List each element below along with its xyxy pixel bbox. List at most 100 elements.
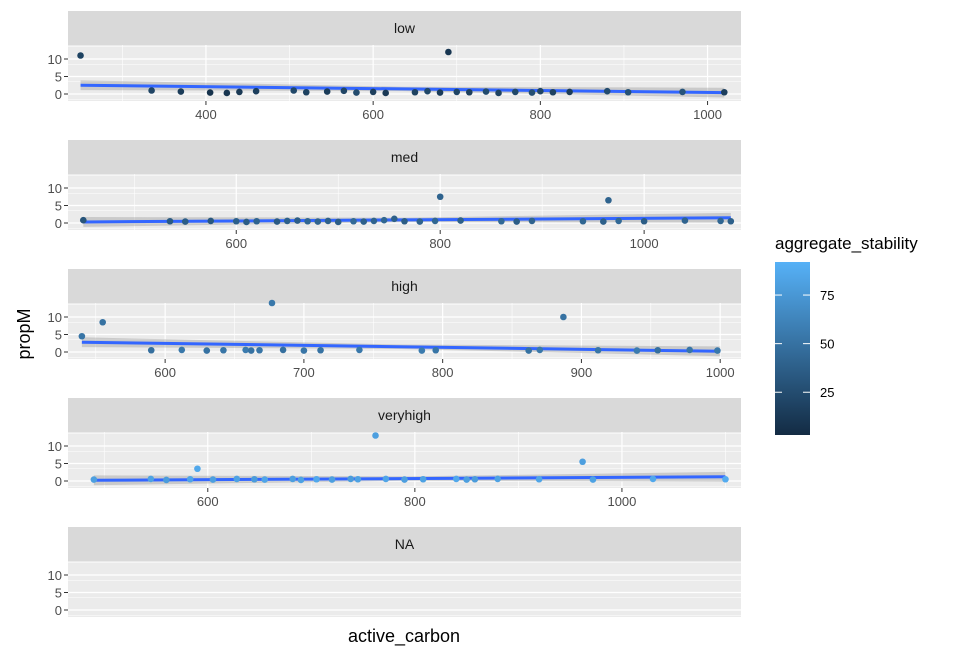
data-point xyxy=(528,89,536,96)
data-point xyxy=(181,218,189,225)
y-tick-label: 0 xyxy=(55,474,62,489)
data-point xyxy=(452,475,460,483)
x-tick-label: 800 xyxy=(404,494,426,509)
x-tick-label: 700 xyxy=(293,365,315,380)
data-point xyxy=(99,318,106,326)
gridlines xyxy=(68,303,741,359)
data-point xyxy=(356,346,363,354)
data-point xyxy=(283,217,291,225)
y-tick-label: 10 xyxy=(48,568,62,583)
legend-tick-label: 25 xyxy=(820,385,834,400)
y-tick-label: 0 xyxy=(55,345,62,360)
data-point xyxy=(340,87,348,95)
x-tick-label: 1000 xyxy=(607,494,636,509)
data-point xyxy=(579,458,586,466)
data-point xyxy=(268,299,276,307)
data-point xyxy=(302,88,310,96)
data-point xyxy=(382,475,390,483)
smooth-trend-line xyxy=(93,475,726,482)
data-point xyxy=(391,215,398,223)
x-tick-label: 600 xyxy=(225,236,247,251)
data-point xyxy=(679,88,686,96)
data-point xyxy=(615,217,622,225)
data-point xyxy=(600,218,607,225)
data-point xyxy=(236,88,243,96)
y-tick-label: 0 xyxy=(55,87,62,102)
facet-strip xyxy=(68,11,741,45)
data-point xyxy=(147,346,155,354)
data-point xyxy=(328,476,336,483)
data-point xyxy=(727,217,735,225)
y-tick-label: 0 xyxy=(55,216,62,231)
data-point xyxy=(294,217,301,224)
data-point xyxy=(511,88,519,96)
data-point xyxy=(256,346,263,354)
data-point xyxy=(494,475,501,483)
data-point xyxy=(686,346,693,354)
data-point xyxy=(463,476,470,483)
data-point xyxy=(194,465,201,473)
data-point xyxy=(372,432,379,439)
data-point xyxy=(178,346,186,354)
data-point xyxy=(411,88,419,96)
data-point xyxy=(560,313,567,321)
x-axis-title: active_carbon xyxy=(348,626,460,647)
data-point xyxy=(186,475,194,483)
data-point xyxy=(261,476,269,483)
data-point xyxy=(290,87,298,94)
facet-panel-low: low 0 5 10 400 600 800 1000 xyxy=(48,11,741,122)
data-point xyxy=(382,89,389,97)
data-point xyxy=(369,88,377,96)
data-point xyxy=(370,217,378,225)
smooth-trend-line xyxy=(81,340,721,353)
data-point xyxy=(566,88,573,96)
data-point xyxy=(252,87,260,95)
data-points xyxy=(78,299,721,354)
x-tick-label: 600 xyxy=(154,365,176,380)
data-point xyxy=(279,346,287,354)
data-point xyxy=(79,216,87,224)
data-point xyxy=(431,217,439,225)
facet-strip-label: NA xyxy=(395,536,415,552)
data-points xyxy=(77,48,728,97)
x-tick-label: 600 xyxy=(197,494,219,509)
y-tick-label: 5 xyxy=(55,199,62,214)
data-point xyxy=(498,217,505,225)
legend-ticks: 25 50 75 xyxy=(775,288,834,400)
facet-panel-veryhigh: veryhigh 0 5 10 600 800 1000 xyxy=(48,398,741,509)
data-point xyxy=(537,87,544,95)
data-point xyxy=(549,88,557,96)
data-point xyxy=(209,476,217,483)
x-tick-label: 600 xyxy=(362,107,384,122)
facet-panel-NA: NA 0 5 10 xyxy=(48,527,741,618)
data-point xyxy=(536,346,544,354)
facet-strip xyxy=(68,527,741,561)
x-tick-label: 900 xyxy=(571,365,593,380)
facet-strip-label: veryhigh xyxy=(378,407,431,423)
data-point xyxy=(528,217,536,225)
legend-title: aggregate_stability xyxy=(775,234,918,253)
data-point xyxy=(436,193,444,201)
facet-panel-med: med 0 5 10 600 800 1000 xyxy=(48,140,741,251)
data-point xyxy=(513,218,520,225)
data-point xyxy=(90,476,98,483)
data-point xyxy=(424,87,431,95)
data-point xyxy=(603,87,611,95)
data-point xyxy=(436,89,444,96)
data-point xyxy=(163,476,170,484)
x-tick-label: 800 xyxy=(432,365,454,380)
data-point xyxy=(445,48,452,56)
data-point xyxy=(589,476,597,483)
data-point xyxy=(654,346,662,354)
data-point xyxy=(720,88,728,96)
data-point xyxy=(77,52,84,59)
data-point xyxy=(416,218,424,225)
data-point xyxy=(243,218,250,226)
data-point xyxy=(649,475,657,483)
data-point xyxy=(314,218,322,225)
y-tick-label: 5 xyxy=(55,457,62,472)
y-tick-label: 5 xyxy=(55,70,62,85)
legend-colorbar xyxy=(775,262,810,435)
data-point xyxy=(253,217,260,225)
